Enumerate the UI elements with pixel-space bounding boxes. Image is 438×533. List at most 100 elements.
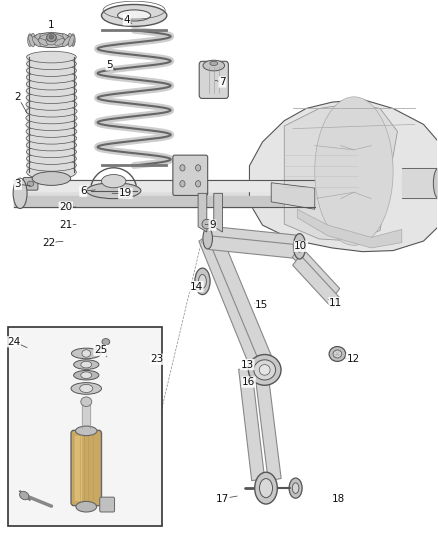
Text: 9: 9 [209,220,216,230]
Ellipse shape [26,112,77,124]
Ellipse shape [102,338,110,345]
Polygon shape [297,209,402,248]
Text: 14: 14 [190,281,203,292]
Ellipse shape [28,169,75,180]
Ellipse shape [26,92,77,103]
Text: 18: 18 [332,494,345,504]
Ellipse shape [26,78,77,90]
Text: 7: 7 [219,77,226,87]
Ellipse shape [27,58,76,70]
Circle shape [180,181,185,187]
FancyBboxPatch shape [71,430,102,506]
Ellipse shape [195,268,210,295]
Ellipse shape [27,96,76,104]
Ellipse shape [27,116,76,124]
Ellipse shape [329,346,346,361]
Text: 13: 13 [240,360,254,369]
Text: 24: 24 [7,337,20,347]
Ellipse shape [28,34,34,45]
Ellipse shape [254,360,276,380]
Ellipse shape [81,397,92,407]
Ellipse shape [55,35,64,42]
Polygon shape [255,374,281,481]
Ellipse shape [46,39,57,45]
Ellipse shape [28,143,75,151]
Ellipse shape [86,183,141,199]
Ellipse shape [259,365,270,375]
Ellipse shape [28,34,32,46]
Ellipse shape [102,174,126,188]
Ellipse shape [28,62,75,70]
Ellipse shape [63,37,71,46]
Ellipse shape [315,97,393,245]
Ellipse shape [82,350,91,357]
Polygon shape [209,236,298,259]
Ellipse shape [28,89,75,97]
Ellipse shape [26,119,77,131]
Ellipse shape [254,472,277,504]
Text: 22: 22 [42,238,55,248]
Ellipse shape [49,35,53,39]
Ellipse shape [102,4,167,26]
Ellipse shape [28,136,75,144]
Text: 2: 2 [14,92,21,102]
Ellipse shape [26,146,77,158]
Text: 12: 12 [346,354,360,364]
Ellipse shape [32,172,71,185]
Ellipse shape [333,350,342,358]
Polygon shape [271,183,315,209]
Ellipse shape [76,502,97,512]
Ellipse shape [27,109,76,117]
Ellipse shape [26,65,77,76]
Polygon shape [250,100,438,252]
Text: 17: 17 [216,494,229,504]
Ellipse shape [68,34,74,45]
Ellipse shape [38,38,48,45]
Text: 5: 5 [106,60,113,70]
Ellipse shape [202,219,212,229]
Polygon shape [209,226,298,250]
Ellipse shape [81,361,92,368]
Polygon shape [293,255,339,308]
Ellipse shape [28,75,75,84]
Ellipse shape [297,240,302,252]
Ellipse shape [292,483,299,494]
Ellipse shape [27,181,34,187]
Ellipse shape [26,132,77,144]
Ellipse shape [259,479,272,498]
Ellipse shape [46,35,57,41]
Ellipse shape [71,383,102,394]
Ellipse shape [27,102,76,111]
Ellipse shape [74,360,99,369]
Text: 1: 1 [48,20,55,30]
Ellipse shape [203,60,225,71]
Text: 4: 4 [124,15,130,25]
Ellipse shape [26,139,77,151]
Ellipse shape [26,106,77,117]
Ellipse shape [293,233,306,259]
Text: 10: 10 [294,241,307,252]
Ellipse shape [63,34,71,44]
Ellipse shape [248,354,281,385]
FancyBboxPatch shape [27,54,76,175]
FancyBboxPatch shape [23,177,38,190]
Text: 15: 15 [255,300,268,310]
Text: 19: 19 [119,188,132,198]
Ellipse shape [13,178,27,208]
Ellipse shape [289,478,302,498]
Text: 16: 16 [242,377,255,387]
Polygon shape [214,193,223,232]
Ellipse shape [68,35,74,47]
FancyBboxPatch shape [100,497,115,512]
Circle shape [195,165,201,171]
Ellipse shape [27,130,76,138]
Ellipse shape [31,33,72,47]
Ellipse shape [26,71,77,83]
Text: 20: 20 [59,202,72,212]
Text: 11: 11 [329,297,342,308]
Ellipse shape [80,384,93,392]
Ellipse shape [28,35,34,47]
Ellipse shape [28,69,75,77]
Ellipse shape [28,82,75,90]
Text: 3: 3 [14,179,21,189]
